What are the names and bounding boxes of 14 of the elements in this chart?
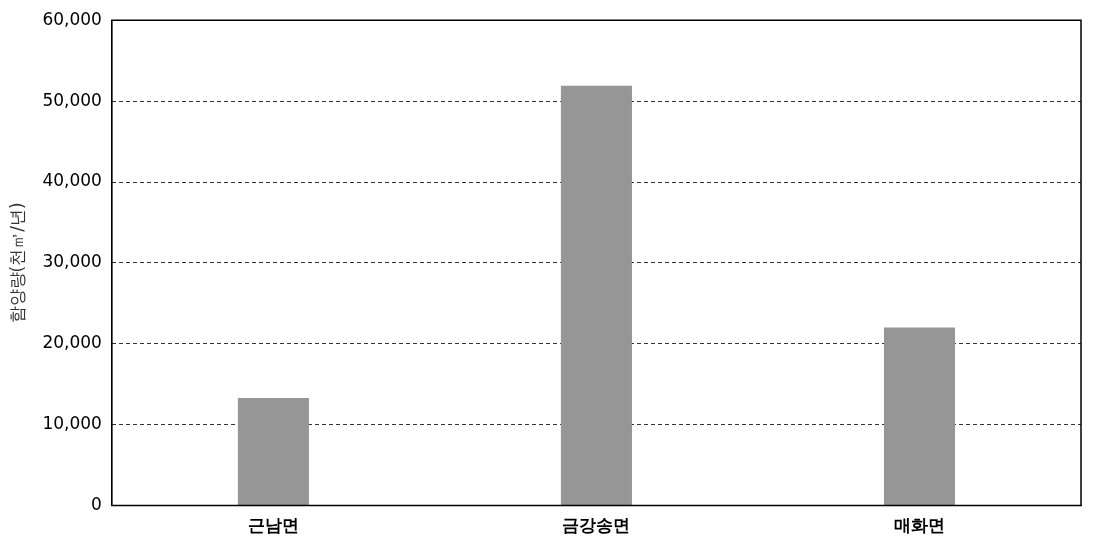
y-tick-label: 10,000 <box>42 413 102 434</box>
y-tick-label: 60,000 <box>42 8 102 29</box>
bar <box>883 327 956 506</box>
y-tick-label: 20,000 <box>42 332 102 353</box>
bar <box>237 398 309 506</box>
bar <box>560 85 632 506</box>
y-axis-title: 함양량(천㎥/년) <box>6 202 27 324</box>
y-tick-label: 0 <box>91 494 102 515</box>
x-tick-label: 근남면 <box>247 515 299 536</box>
x-tick-label: 매화면 <box>893 515 945 536</box>
y-tick-label: 50,000 <box>42 89 102 110</box>
y-tick-label: 30,000 <box>42 251 102 272</box>
y-tick-label: 40,000 <box>42 170 102 191</box>
x-tick-label: 금강송면 <box>562 515 631 536</box>
